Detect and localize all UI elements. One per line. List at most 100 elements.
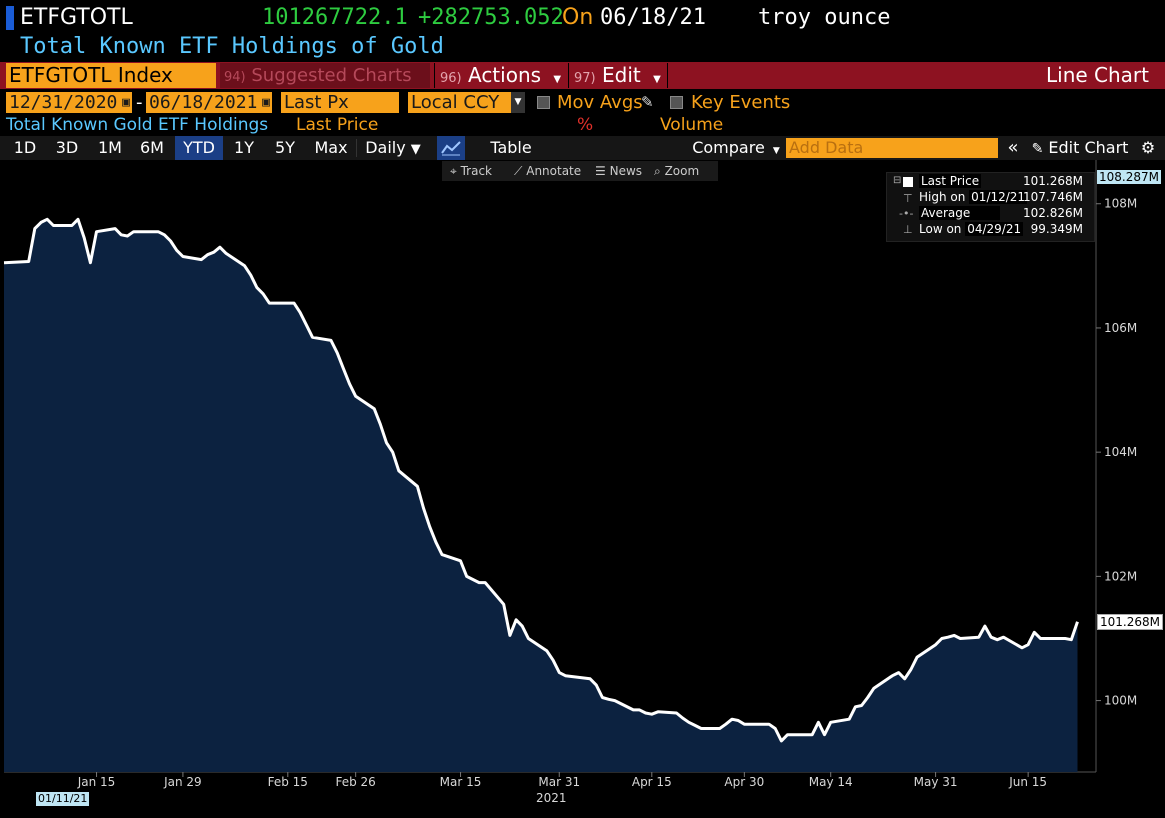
currency-select[interactable]: Local CCY ▼	[408, 92, 525, 113]
legend-high-label: High on	[919, 190, 966, 204]
separator	[356, 139, 357, 157]
x-tick-label: Feb 26	[335, 775, 375, 789]
actions-label: Actions	[467, 63, 542, 87]
x-tick-label: May 14	[809, 775, 853, 789]
ticker-symbol: ETFGTOTL	[20, 5, 133, 30]
period-1m[interactable]: 1M	[98, 138, 122, 157]
magnifier-icon: ⌕	[654, 164, 661, 178]
gear-icon[interactable]: ⚙	[1140, 138, 1156, 157]
y-axis: 100M 102M 104M 106M 108M	[1096, 197, 1137, 708]
actions-chevron-down-icon: ▼	[553, 74, 562, 85]
legend-last-value: 101.268M	[1023, 174, 1083, 188]
table-button[interactable]: Table	[490, 138, 532, 157]
y-tick-label: 106M	[1104, 321, 1137, 335]
crosshair-icon: ⌖	[450, 164, 457, 178]
mov-avgs-label: Mov Avgs	[557, 92, 643, 113]
ticker-marker	[6, 6, 14, 30]
start-date-field[interactable]: 12/31/2020 ▣	[6, 92, 132, 113]
period-max[interactable]: Max	[314, 138, 348, 157]
series-area	[4, 219, 1078, 773]
edit-chart-button[interactable]: ✎ Edit Chart	[1028, 136, 1132, 160]
legend: ⊟ ⊤ -•- ⊥ Last Price 101.268M High on 01…	[886, 172, 1095, 242]
legend-high-date: 01/12/21	[969, 190, 1028, 204]
track-tool[interactable]: ⌖ Track	[450, 164, 492, 179]
currency-chevron-down-icon: ▼	[511, 92, 525, 113]
line-chart[interactable]: 100M 102M 104M 106M 108M Jan 15 Jan 29 Feb 15 F…	[0, 160, 1165, 818]
edit-button[interactable]: 97) Edit ▼	[568, 63, 668, 88]
period-1d[interactable]: 1D	[13, 138, 37, 157]
start-date-value: 12/31/2020	[9, 92, 118, 113]
legend-collapse-icon[interactable]: ⊟	[893, 175, 902, 186]
legend-low-value: 99.349M	[1030, 222, 1083, 236]
line-chart-icon[interactable]	[437, 136, 465, 160]
pencil-icon[interactable]: ✎	[641, 93, 654, 111]
frequency-chevron-down-icon: ▼	[410, 142, 421, 157]
period-1y[interactable]: 1Y	[234, 138, 254, 157]
period-5y[interactable]: 5Y	[275, 138, 295, 157]
x-tick-label: May 31	[914, 775, 958, 789]
start-calendar-icon[interactable]: ▣	[122, 95, 130, 110]
edit-chevron-down-icon: ▼	[653, 74, 661, 85]
legend-average-label: Average	[919, 206, 1001, 220]
x-tick-label: Jan 15	[77, 775, 116, 789]
security-field[interactable]: ETFGTOTL Index	[6, 63, 216, 88]
add-data-input[interactable]: Add Data	[786, 138, 998, 158]
annotate-label: Annotate	[526, 164, 582, 178]
compare-label: Compare	[692, 138, 765, 157]
x-axis-year-label: 2021	[536, 791, 567, 805]
suggested-charts-button[interactable]: 94) Suggested Charts	[220, 63, 430, 88]
edit-chart-label: Edit Chart	[1048, 138, 1129, 157]
last-price-label: Last Price	[296, 115, 379, 135]
series-line	[3, 217, 1079, 743]
end-calendar-icon[interactable]: ▣	[262, 95, 270, 110]
news-label: News	[609, 164, 643, 178]
chart-tools-bar: ⌖ Track ⟋ Annotate ☰ News ⌕ Zoom	[442, 161, 718, 181]
axis-top-tag: 108.287M	[1097, 170, 1161, 184]
compare-button[interactable]: Compare ▼	[690, 136, 782, 160]
x-tick-label: Jun 15	[1008, 775, 1047, 789]
legend-low-row: Low on 04/29/21 99.349M	[919, 221, 1089, 237]
key-events-checkbox[interactable]	[670, 96, 683, 109]
period-6m[interactable]: 6M	[140, 138, 164, 157]
percent-label: %	[577, 115, 594, 135]
compare-chevron-down-icon: ▼	[772, 146, 780, 156]
suggested-charts-number: 94)	[224, 70, 246, 85]
average-marker-icon: -•-	[899, 207, 914, 220]
legend-high-row: High on 01/12/21 107.746M	[919, 189, 1089, 205]
legend-low-label: Low on	[919, 222, 962, 236]
news-icon: ☰	[595, 164, 606, 178]
news-tool[interactable]: ☰ News	[595, 164, 642, 178]
volume-label: Volume	[660, 115, 724, 135]
legend-swatch	[903, 177, 913, 187]
high-marker-icon: ⊤	[903, 192, 913, 205]
mov-avgs-checkbox[interactable]	[537, 96, 550, 109]
collapse-icon[interactable]: «	[1007, 137, 1019, 158]
x-tick-label: Feb 15	[268, 775, 308, 789]
edit-chart-pencil-icon: ✎	[1031, 141, 1044, 157]
last-value: 101267722.1	[262, 5, 408, 30]
security-name-label: Total Known Gold ETF Holdings	[6, 115, 269, 135]
track-label: Track	[460, 164, 492, 178]
x-tick-label: Jan 29	[163, 775, 202, 789]
y-tick-label: 100M	[1104, 694, 1137, 708]
y-tick-label: 104M	[1104, 445, 1137, 459]
x-tick-label: Mar 31	[538, 775, 580, 789]
period-ytd[interactable]: YTD	[175, 136, 223, 160]
y-tick-label: 108M	[1104, 197, 1137, 211]
x-tick-label: Apr 30	[724, 775, 764, 789]
end-date-value: 06/18/2021	[149, 92, 258, 113]
low-marker-icon: ⊥	[903, 223, 913, 236]
legend-last-row: Last Price 101.268M	[919, 173, 1089, 189]
zoom-tool[interactable]: ⌕ Zoom	[654, 164, 699, 179]
actions-button[interactable]: 96) Actions ▼	[434, 63, 565, 88]
legend-average-value: 102.826M	[1023, 206, 1083, 220]
period-3d[interactable]: 3D	[55, 138, 79, 157]
edit-label: Edit	[601, 63, 641, 87]
price-field-select[interactable]: Last Px	[281, 92, 399, 113]
frequency-select[interactable]: Daily ▼	[358, 136, 428, 160]
end-date-field[interactable]: 06/18/2021 ▣	[146, 92, 272, 113]
x-tick-label: Mar 15	[440, 775, 482, 789]
unit-label: troy ounce	[758, 5, 891, 30]
annotate-tool[interactable]: ⟋ Annotate	[514, 164, 581, 179]
legend-average-row: Average 102.826M	[919, 205, 1089, 221]
